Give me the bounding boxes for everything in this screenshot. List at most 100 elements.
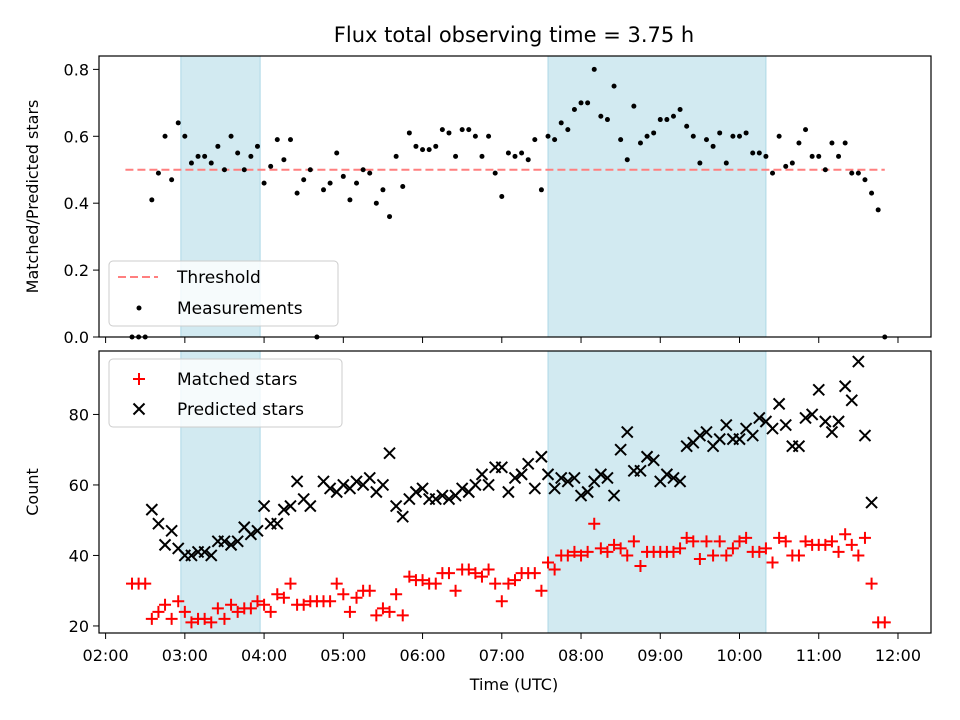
- measurement-point: [519, 150, 525, 156]
- predicted-point: [746, 429, 759, 442]
- x-tick-label: 06:00: [400, 646, 446, 665]
- measurement-point: [413, 143, 419, 149]
- predicted-point: [251, 524, 264, 537]
- predicted-point: [594, 468, 608, 481]
- measurement-point: [400, 183, 406, 189]
- matched-point: [674, 542, 687, 555]
- measurement-point: [188, 160, 194, 166]
- predicted-point: [363, 471, 376, 485]
- measurement-point: [393, 153, 399, 159]
- matched-point: [594, 542, 607, 555]
- predicted-point: [812, 383, 825, 396]
- matched-point: [337, 588, 350, 601]
- matched-point: [218, 612, 231, 625]
- measurement-point: [703, 137, 709, 143]
- matched-point: [825, 535, 838, 548]
- matched-point: [297, 598, 310, 611]
- matched-point: [528, 567, 541, 580]
- measurement-point: [677, 107, 683, 113]
- measurement-point: [420, 147, 426, 153]
- shaded-band-1: [547, 350, 767, 634]
- matched-point: [258, 598, 271, 611]
- measurement-point: [479, 153, 485, 159]
- measurement-point: [512, 153, 518, 159]
- x-tick-label: 09:00: [637, 646, 683, 665]
- predicted-point: [429, 492, 442, 506]
- predicted-point: [680, 439, 693, 453]
- predicted-point: [290, 475, 304, 488]
- measurement-point: [670, 113, 676, 119]
- measurement-point: [869, 190, 875, 196]
- measurement-point: [750, 150, 756, 156]
- predicted-point: [284, 499, 297, 513]
- matched-point: [713, 535, 726, 548]
- y-tick-label: 0.4: [64, 194, 89, 213]
- matched-point: [343, 605, 356, 618]
- measurement-point: [433, 143, 439, 149]
- predicted-point: [713, 432, 726, 446]
- bottom-y-axis-label: Count: [23, 468, 42, 516]
- measurement-point: [875, 207, 881, 213]
- measurement-point: [327, 180, 333, 186]
- matched-point: [152, 605, 165, 618]
- measurement-point: [743, 130, 749, 136]
- matched-point: [766, 556, 779, 569]
- measurement-point: [215, 143, 221, 149]
- matched-point: [429, 577, 442, 590]
- measurement-point: [287, 137, 293, 143]
- matched-point: [575, 549, 588, 562]
- matched-point: [159, 598, 172, 611]
- measurement-point: [446, 130, 452, 136]
- predicted-point: [805, 408, 819, 421]
- matched-point: [542, 556, 555, 569]
- bottom-y-ticks: 20 40 60 80: [69, 405, 99, 636]
- matched-point: [509, 574, 521, 587]
- x-tick-label: 05:00: [320, 646, 366, 665]
- measurement-point: [763, 153, 769, 159]
- predicted-point: [277, 503, 291, 516]
- x-tick-label: 02:00: [83, 646, 129, 665]
- predicted-point: [152, 517, 165, 530]
- measurement-point: [631, 103, 637, 109]
- predicted-point: [852, 355, 865, 368]
- figure-title: Flux total observing time = 3.75 h: [334, 23, 694, 47]
- measurement-point: [723, 160, 729, 166]
- predicted-point: [257, 499, 271, 513]
- legend-x-marker: [132, 402, 146, 416]
- predicted-point: [832, 415, 845, 428]
- y-tick-label: 80: [69, 405, 89, 424]
- measurement-point: [756, 150, 762, 156]
- predicted-point: [581, 485, 594, 499]
- y-tick-label: 60: [69, 476, 89, 495]
- predicted-point: [548, 482, 561, 495]
- measurement-point: [657, 117, 663, 123]
- matched-point: [608, 538, 621, 551]
- matched-point: [733, 535, 746, 548]
- matched-point: [244, 602, 257, 615]
- legend-predicted-label: Predicted stars: [177, 400, 304, 420]
- measurement-point: [268, 163, 274, 169]
- matched-point: [581, 545, 594, 558]
- matched-point: [753, 545, 766, 558]
- measurement-point: [149, 197, 155, 203]
- measurement-point: [697, 160, 703, 166]
- y-tick-label: 0.6: [64, 127, 89, 146]
- predicted-point: [753, 411, 766, 425]
- measurement-point: [307, 167, 313, 173]
- predicted-point: [528, 482, 542, 495]
- x-tick-label: 03:00: [162, 646, 208, 665]
- measurement-point: [439, 127, 445, 133]
- predicted-point: [205, 549, 218, 562]
- predicted-point: [825, 425, 839, 439]
- matched-point: [482, 563, 495, 576]
- matched-point: [878, 616, 891, 629]
- measurement-point: [281, 157, 287, 163]
- top-x-ticks: [105, 337, 899, 343]
- measurement-point: [618, 137, 624, 143]
- predicted-point: [376, 478, 390, 492]
- x-tick-label: 10:00: [716, 646, 762, 665]
- matched-point: [284, 577, 297, 590]
- measurement-point: [334, 150, 340, 156]
- matched-point: [139, 577, 152, 590]
- matched-point: [726, 542, 739, 555]
